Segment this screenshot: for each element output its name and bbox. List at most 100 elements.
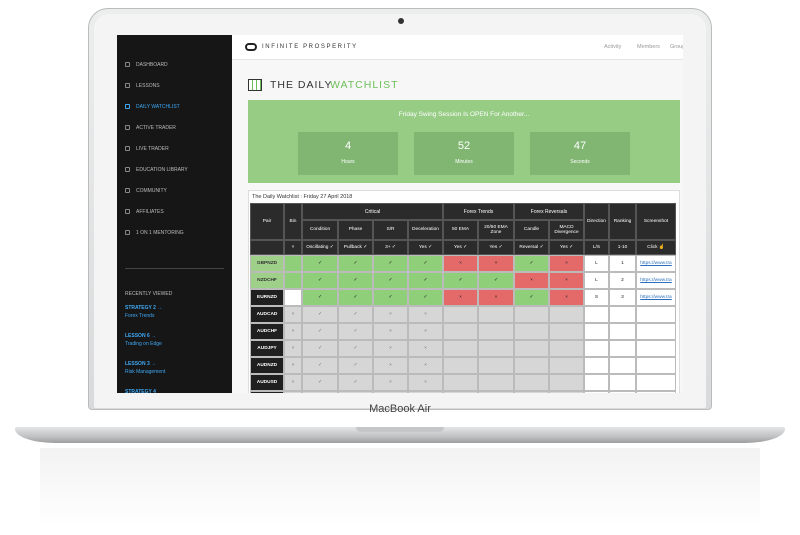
column-note: Yes ✓ <box>549 240 584 255</box>
cell <box>584 340 609 357</box>
banner: Friday Swing Session Is OPEN For Another… <box>248 100 680 183</box>
cell: × <box>478 289 514 306</box>
recent-link[interactable]: LESSON 3 → <box>125 361 157 367</box>
cell <box>514 357 549 374</box>
cell: ✓ <box>338 357 373 374</box>
device-label: MacBook Air <box>369 403 431 415</box>
cell <box>549 374 584 391</box>
column-note <box>250 240 284 255</box>
cell <box>636 306 676 323</box>
pair-cell: AUDCAD <box>250 306 284 323</box>
pair-cell: AUDUSD <box>250 374 284 391</box>
menu-item[interactable]: LIVE TRADER <box>136 146 169 152</box>
link-cell[interactable]: https://www.tra <box>636 289 676 306</box>
column-note: 1-10 <box>609 240 636 255</box>
menu-icon <box>125 83 130 88</box>
cell <box>478 340 514 357</box>
cell <box>609 357 636 374</box>
cell <box>443 391 478 393</box>
cell: 1 <box>609 255 636 272</box>
menu-item[interactable]: AFFILIATES <box>136 209 164 215</box>
recent-link[interactable]: STRATEGY 4 <box>125 389 156 393</box>
column-note: Reversal ✓ <box>514 240 549 255</box>
cell <box>443 374 478 391</box>
recent-subtitle[interactable]: Trading on Edge <box>125 341 162 347</box>
base-notch <box>356 427 444 432</box>
column-header: Bin <box>284 203 302 240</box>
recent-link[interactable]: STRATEGY 2 → <box>125 305 163 311</box>
cell: × <box>373 306 408 323</box>
link-cell[interactable]: https://www.tra <box>636 272 676 289</box>
recent-link[interactable]: LESSON 6 → <box>125 333 157 339</box>
cell <box>514 306 549 323</box>
cell: × <box>549 289 584 306</box>
nav-link[interactable]: Groups <box>670 44 683 50</box>
cell: ✓ <box>302 340 338 357</box>
recent-subtitle[interactable]: Forex Trends <box>125 313 155 319</box>
menu-item[interactable]: DASHBOARD <box>136 62 168 68</box>
cell <box>514 374 549 391</box>
column-note: 3+ ✓ <box>373 240 408 255</box>
pair-cell: EURNZD <box>250 289 284 306</box>
column-header: Condition <box>302 220 338 240</box>
column-note: L/S <box>584 240 609 255</box>
cell <box>443 340 478 357</box>
cell <box>514 391 549 393</box>
cell: ✓ <box>302 255 338 272</box>
cell <box>549 391 584 393</box>
cell: ✓ <box>338 340 373 357</box>
column-header: Deceleration <box>408 220 443 240</box>
column-header: 50 EMA <box>443 220 478 240</box>
cell: ✓ <box>338 391 373 393</box>
cell: ✓ <box>373 272 408 289</box>
recent-subtitle[interactable]: Risk Management <box>125 369 166 375</box>
cell: ✓ <box>302 374 338 391</box>
group-header: Forex Reversals <box>514 203 584 220</box>
nav-link[interactable]: Members <box>637 44 660 50</box>
menu-item[interactable]: COMMUNITY <box>136 188 167 194</box>
cell <box>478 357 514 374</box>
countdown-value: 47 <box>573 140 587 152</box>
cell: × <box>284 391 302 393</box>
cell: ✓ <box>408 272 443 289</box>
countdown-box: 47 Seconds <box>530 132 630 175</box>
column-header: Pair <box>250 203 284 240</box>
cell: × <box>514 272 549 289</box>
cell <box>284 289 302 306</box>
link-cell[interactable]: https://www.tra <box>636 255 676 272</box>
camera <box>398 18 404 24</box>
cell: ✓ <box>514 255 549 272</box>
menu-item[interactable]: EDUCATION LIBRARY <box>136 167 188 173</box>
menu-item[interactable]: DAILY WATCHLIST <box>136 104 180 110</box>
cell <box>284 272 302 289</box>
cell: ✓ <box>302 323 338 340</box>
cell: ✓ <box>338 306 373 323</box>
cell: × <box>408 323 443 340</box>
cell: ✓ <box>338 374 373 391</box>
cell <box>636 340 676 357</box>
column-note: Yes ✓ <box>408 240 443 255</box>
title-icon <box>248 79 262 91</box>
cell <box>636 391 676 393</box>
menu-item[interactable]: LESSONS <box>136 83 160 89</box>
cell: × <box>549 255 584 272</box>
countdown-unit: Minutes <box>455 159 473 165</box>
cell: S <box>584 289 609 306</box>
menu-item[interactable]: ACTIVE TRADER <box>136 125 176 131</box>
cell <box>478 391 514 393</box>
cell <box>478 323 514 340</box>
screen: DASHBOARD LESSONS DAILY WATCHLIST ACTIVE TR… <box>117 35 683 393</box>
cell <box>514 323 549 340</box>
menu-icon <box>125 188 130 193</box>
cell <box>443 306 478 323</box>
cell: × <box>408 340 443 357</box>
nav-link[interactable]: Activity <box>604 44 622 50</box>
column-note: Click ☝ <box>636 240 676 255</box>
page-title-accent: WATCHLIST <box>330 79 399 91</box>
cell: × <box>373 340 408 357</box>
column-header: MACD Divergence <box>549 220 584 240</box>
menu-item[interactable]: 1 ON 1 MENTORING <box>136 230 184 236</box>
menu-icon <box>125 62 130 67</box>
cell: ✓ <box>338 272 373 289</box>
cell: × <box>373 357 408 374</box>
